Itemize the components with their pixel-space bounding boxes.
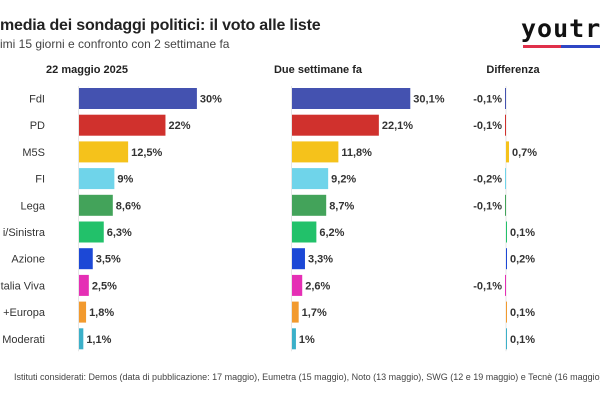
bar: [292, 274, 303, 296]
category-label: talia Viva: [1, 280, 46, 292]
category-label: Azione: [11, 254, 45, 266]
bar: [292, 328, 296, 350]
bar: [292, 301, 299, 323]
bar: [292, 248, 305, 270]
category-label: +Europa: [3, 307, 46, 319]
difference-value-label: 0,2%: [510, 254, 535, 266]
bar: [79, 274, 89, 296]
bar-value-label: 1,1%: [86, 334, 111, 346]
difference-bar: [505, 114, 506, 136]
difference-bar: [506, 221, 507, 243]
difference-bar: [505, 168, 506, 190]
bar-value-label: 22%: [168, 120, 190, 132]
bar-value-label: 3,5%: [96, 254, 121, 266]
bar-value-label: 9,2%: [331, 174, 356, 186]
category-label: Moderati: [2, 334, 45, 346]
difference-bar: [506, 328, 507, 350]
bar: [79, 194, 113, 216]
bar: [79, 328, 84, 350]
bar: [292, 168, 329, 190]
bar-value-label: 9%: [117, 174, 133, 186]
bar-value-label: 22,1%: [382, 120, 413, 132]
bar-value-label: 1,7%: [302, 307, 327, 319]
bar: [292, 141, 339, 163]
bar-value-label: 2,5%: [92, 280, 117, 292]
bar-value-label: 3,3%: [308, 254, 333, 266]
column-header-difference: Differenza: [486, 64, 540, 76]
bar: [292, 88, 411, 109]
bar: [79, 221, 104, 243]
bar-value-label: 1%: [299, 334, 315, 346]
bar: [292, 114, 379, 136]
bar: [292, 194, 327, 216]
difference-value-label: -0,1%: [473, 94, 502, 106]
category-label: PD: [30, 120, 45, 132]
bar: [79, 248, 93, 270]
bar-value-label: 6,2%: [319, 227, 344, 239]
youtrend-logo: youtr: [521, 16, 600, 48]
category-label: FI: [35, 174, 45, 186]
chart-subtitle: imi 15 giorni e confronto con 2 settiman…: [0, 37, 230, 51]
category-label: Lega: [21, 200, 46, 212]
column-header-previous: Due settimane fa: [273, 64, 363, 76]
category-label: i/Sinistra: [3, 227, 46, 239]
difference-value-label: 0,1%: [510, 307, 535, 319]
bar-value-label: 2,6%: [305, 280, 330, 292]
bar-value-label: 6,3%: [107, 227, 132, 239]
bar: [79, 88, 197, 109]
bar-value-label: 11,8%: [341, 147, 372, 159]
bar-value-label: 30%: [200, 94, 222, 106]
bar: [79, 168, 115, 190]
category-label: M5S: [22, 147, 45, 159]
bar-value-label: 8,7%: [329, 200, 354, 212]
bar: [79, 114, 166, 136]
difference-bar: [506, 301, 507, 323]
difference-value-label: 0,1%: [510, 334, 535, 346]
difference-bar: [505, 88, 506, 109]
bar: [79, 301, 87, 323]
bar: [292, 221, 317, 243]
difference-value-label: 0,7%: [512, 147, 537, 159]
bar-value-label: 12,5%: [131, 147, 162, 159]
bar-value-label: 8,6%: [116, 200, 141, 212]
sources-footnote: Istituti considerati: Demos (data di pub…: [14, 372, 600, 382]
bar: [79, 141, 129, 163]
difference-value-label: -0,1%: [473, 280, 502, 292]
chart-title: media dei sondaggi politici: il voto all…: [0, 17, 321, 34]
difference-value-label: 0,1%: [510, 227, 535, 239]
logo-blue-line: [561, 45, 600, 48]
difference-bar: [506, 248, 507, 270]
difference-bar: [505, 194, 506, 216]
logo-red-line: [523, 45, 561, 48]
difference-value-label: -0,1%: [473, 120, 502, 132]
bar-value-label: 30,1%: [413, 94, 444, 106]
category-label: FdI: [29, 94, 45, 106]
column-header-current: 22 maggio 2025: [46, 64, 128, 76]
bar-value-label: 1,8%: [89, 307, 114, 319]
difference-value-label: -0,1%: [473, 200, 502, 212]
difference-bar: [506, 141, 510, 163]
logo-text: youtr: [521, 14, 600, 43]
difference-bar: [505, 274, 506, 296]
difference-value-label: -0,2%: [473, 174, 502, 186]
